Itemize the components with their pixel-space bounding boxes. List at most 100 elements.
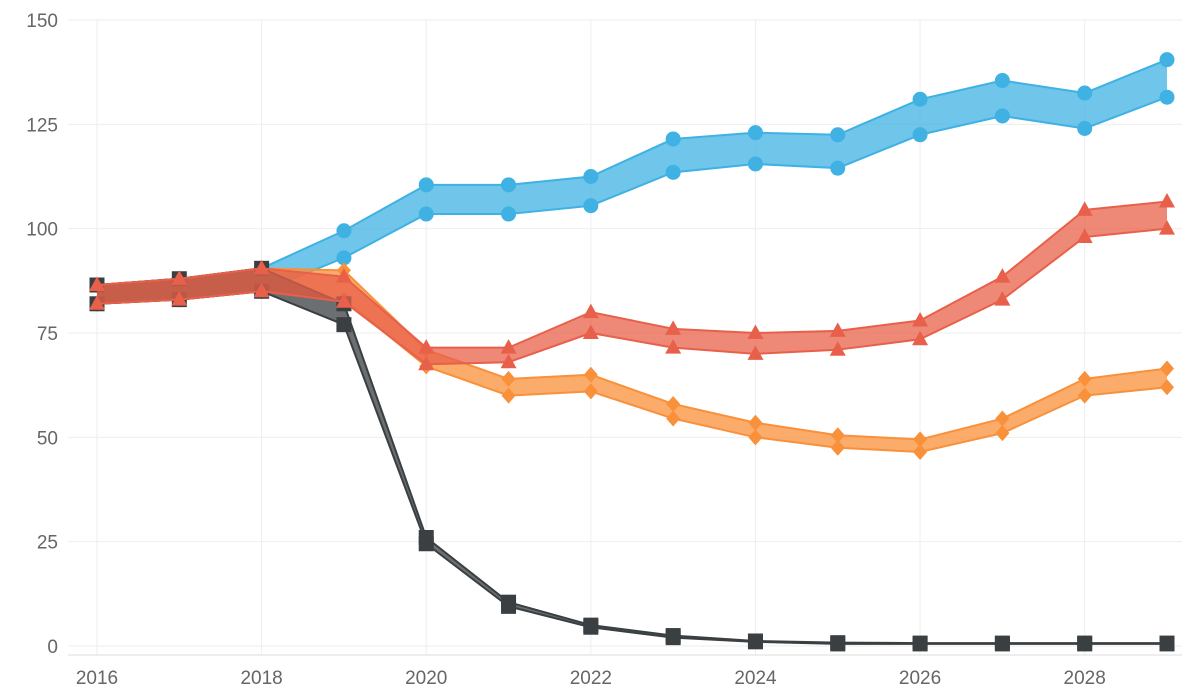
x-tick-label: 2024: [734, 668, 777, 689]
x-tick-label: 2020: [405, 668, 447, 689]
series-3-lower-point: [994, 291, 1011, 306]
y-tick-label: 25: [37, 533, 58, 554]
series-0-upper-point: [418, 177, 434, 193]
series-0-lower-point: [583, 198, 599, 214]
series-1-upper-point: [666, 395, 681, 412]
series-0-upper-line: [96, 58, 1168, 287]
series-3-lower-point: [171, 291, 188, 306]
y-tick-label: 75: [37, 324, 58, 345]
series-0-upper-point: [665, 131, 681, 147]
series-3-upper-point: [500, 339, 517, 354]
series-0-lower-point: [994, 108, 1010, 124]
series-0-lower-point: [336, 250, 352, 266]
series-0-band: [97, 59, 1167, 304]
series-2-lower-point: [583, 619, 599, 635]
series-0-lower-point: [747, 156, 763, 172]
series-3: [89, 193, 1175, 371]
series-3-lower-point: [253, 282, 270, 298]
series-2-lower-point: [830, 636, 846, 652]
series-2-lower-point: [747, 634, 763, 650]
series-0-lower-point: [912, 127, 928, 143]
series-1-upper-point: [583, 366, 598, 383]
series-2-lower-line: [96, 290, 1167, 645]
series-3-upper-point: [994, 268, 1011, 283]
series-3-upper-point: [912, 311, 929, 327]
series-1-lower-point: [830, 439, 845, 456]
series-3-upper-point: [582, 303, 599, 319]
series-2-lower-point: [336, 317, 352, 333]
series-0-lower-point: [830, 160, 846, 176]
x-tick-label: 2022: [570, 668, 612, 689]
series-3-upper-point: [665, 320, 682, 335]
series-3-lower-point: [500, 353, 517, 369]
x-tick-label: 2026: [899, 668, 941, 689]
series-1-lower-point: [748, 429, 763, 446]
series-1-lower-point: [501, 387, 516, 404]
series-3-lower-point: [1076, 228, 1093, 244]
series-1-upper-point: [995, 410, 1010, 427]
series-3-upper-point: [1159, 193, 1175, 208]
series-1-lower-point: [666, 410, 681, 427]
y-tick-label: 50: [37, 428, 58, 449]
series-1-lower-point: [995, 425, 1010, 442]
series-layer: [89, 52, 1175, 652]
series-0-upper-point: [830, 127, 846, 143]
series-1-upper-point: [748, 414, 763, 431]
series-3-upper-line: [96, 200, 1168, 349]
series-0-lower-point: [665, 164, 681, 180]
series-0-upper-point: [912, 91, 928, 107]
series-0-upper-point: [336, 223, 352, 239]
series-1-upper-point: [830, 427, 845, 444]
series-3-upper-point: [253, 259, 270, 275]
series-3-lower-point: [747, 345, 764, 360]
series-1-upper-line: [96, 267, 1168, 441]
series-0-upper-point: [747, 125, 763, 141]
series-3-upper-point: [335, 268, 352, 283]
series-3-lower-point: [829, 341, 846, 356]
series-3-lower-point: [1159, 220, 1175, 235]
series-3-lower-point: [582, 324, 599, 339]
x-tick-label: 2016: [76, 668, 118, 689]
series-3-upper-point: [1076, 201, 1093, 216]
series-2-lower-point: [418, 536, 434, 552]
series-1-lower-point: [1160, 379, 1174, 396]
series-3-lower-point: [912, 330, 929, 346]
series-3-lower-point: [418, 355, 435, 371]
series-1-upper-point: [1160, 360, 1174, 377]
series-1-upper-point: [1077, 370, 1092, 387]
series-1-lower-point: [583, 383, 598, 400]
y-tick-label: 150: [26, 11, 58, 32]
series-3-upper-point: [829, 322, 846, 337]
series-0-upper-point: [1077, 85, 1093, 101]
series-0-lower-point: [501, 206, 517, 222]
series-3-lower-point: [89, 295, 105, 310]
series-1-lower-point: [1077, 387, 1092, 404]
series-1-lower-point: [913, 443, 928, 460]
x-tick-label: 2028: [1064, 668, 1106, 689]
series-3-upper-point: [418, 339, 435, 354]
series-2-lower-point: [994, 636, 1010, 652]
series-3-upper-point: [89, 276, 105, 292]
series-1-upper-point: [913, 431, 928, 448]
series-1-upper-point: [501, 370, 516, 387]
series-0-lower-point: [1077, 121, 1093, 137]
series-3-lower-point: [335, 293, 352, 308]
y-tick-label: 125: [26, 115, 58, 136]
series-0-upper-point: [583, 169, 599, 184]
series-2: [89, 260, 1175, 652]
series-2-lower-point: [665, 630, 681, 646]
series-2-lower-point: [1159, 636, 1175, 652]
y-tick-label: 0: [47, 637, 58, 658]
series-0-upper-point: [994, 73, 1010, 89]
series-0-upper-point: [1159, 52, 1175, 68]
y-axis: 0 25 50 75 100 125 150: [26, 11, 58, 658]
series-0-lower-point: [1159, 89, 1175, 105]
series-2-lower-point: [501, 598, 517, 614]
series-2-lower-point: [1077, 636, 1093, 652]
series-3-lower-line: [96, 227, 1168, 366]
series-0-upper-point: [501, 177, 517, 193]
x-axis: 2016 2018 2020 2022 2024 2026 2028: [68, 654, 1182, 689]
series-3-upper-point: [747, 324, 764, 339]
series-0-lower-point: [418, 206, 434, 222]
